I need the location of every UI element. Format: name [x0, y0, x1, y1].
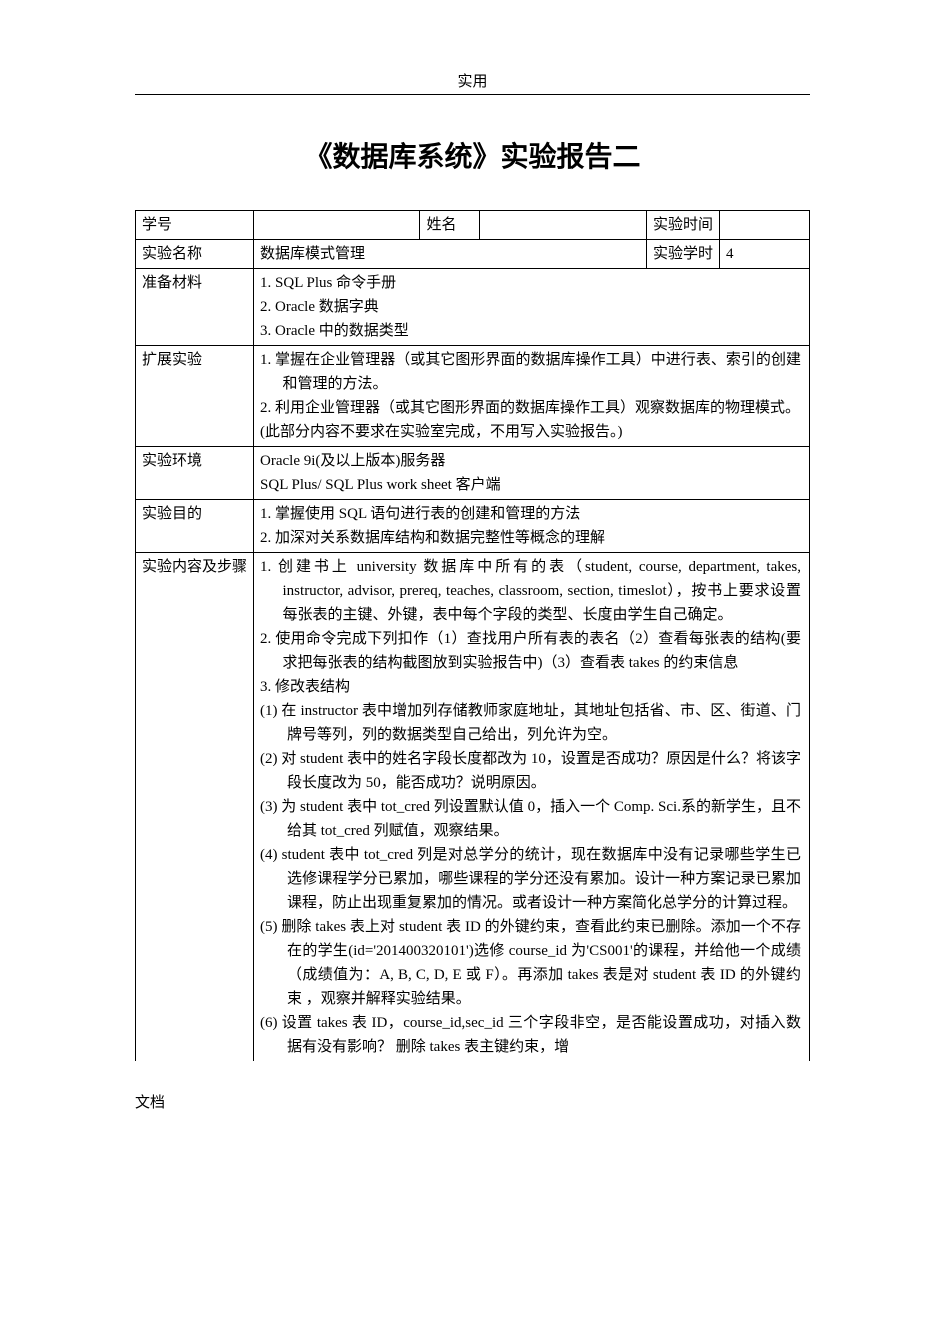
label-student-id: 学号: [136, 211, 254, 240]
value-time: [720, 211, 810, 240]
extended-line: 1. 掌握在企业管理器（或其它图形界面的数据库操作工具）中进行表、索引的创建和管…: [283, 348, 803, 396]
row-content: 实验内容及步骤 1. 创建书上 university 数据库中所有的表（stud…: [136, 553, 810, 1062]
row-extended: 扩展实验 1. 掌握在企业管理器（或其它图形界面的数据库操作工具）中进行表、索引…: [136, 346, 810, 447]
value-environment: Oracle 9i(及以上版本)服务器 SQL Plus/ SQL Plus w…: [254, 447, 810, 500]
content-subitem: (2) 对 student 表中的姓名字段长度都改为 10，设置是否成功？原因是…: [287, 747, 803, 795]
document-title: 《数据库系统》实验报告二: [135, 135, 810, 175]
value-hours: 4: [720, 240, 810, 269]
materials-item: 3. Oracle 中的数据类型: [260, 319, 803, 343]
label-content: 实验内容及步骤: [136, 553, 254, 1062]
purpose-item: 2. 加深对关系数据库结构和数据完整性等概念的理解: [260, 526, 803, 550]
page-header-underline: [135, 94, 810, 95]
value-content: 1. 创建书上 university 数据库中所有的表（student, cou…: [254, 553, 810, 1062]
content-item: 1. 创建书上 university 数据库中所有的表（student, cou…: [283, 555, 803, 627]
value-student-id: [254, 211, 420, 240]
content-item: 2. 使用命令完成下列扣作（1）查找用户所有表的表名（2）查看每张表的结构(要求…: [283, 627, 803, 675]
label-hours: 实验学时: [646, 240, 719, 269]
extended-line: 2. 利用企业管理器（或其它图形界面的数据库操作工具）观察数据库的物理模式。: [283, 396, 803, 420]
page-footer: 文档: [135, 1091, 810, 1112]
label-materials: 准备材料: [136, 269, 254, 346]
content-subitem: (3) 为 student 表中 tot_cred 列设置默认值 0，插入一个 …: [287, 795, 803, 843]
value-expname: 数据库模式管理: [254, 240, 647, 269]
value-extended: 1. 掌握在企业管理器（或其它图形界面的数据库操作工具）中进行表、索引的创建和管…: [254, 346, 810, 447]
label-time: 实验时间: [646, 211, 719, 240]
env-line: SQL Plus/ SQL Plus work sheet 客户端: [260, 473, 803, 497]
content-subitem: (4) student 表中 tot_cred 列是对总学分的统计，现在数据库中…: [287, 843, 803, 915]
content-subitem: (6) 设置 takes 表 ID，course_id,sec_id 三个字段非…: [287, 1011, 803, 1059]
label-purpose: 实验目的: [136, 500, 254, 553]
materials-item: 1. SQL Plus 命令手册: [260, 271, 803, 295]
label-extended: 扩展实验: [136, 346, 254, 447]
value-purpose: 1. 掌握使用 SQL 语句进行表的创建和管理的方法 2. 加深对关系数据库结构…: [254, 500, 810, 553]
label-name: 姓名: [420, 211, 480, 240]
row-student-info: 学号 姓名 实验时间: [136, 211, 810, 240]
purpose-item: 1. 掌握使用 SQL 语句进行表的创建和管理的方法: [260, 502, 803, 526]
label-expname: 实验名称: [136, 240, 254, 269]
label-environment: 实验环境: [136, 447, 254, 500]
value-name: [480, 211, 647, 240]
page-header-label: 实用: [135, 70, 810, 91]
env-line: Oracle 9i(及以上版本)服务器: [260, 449, 803, 473]
row-experiment-name: 实验名称 数据库模式管理 实验学时 4: [136, 240, 810, 269]
report-table: 学号 姓名 实验时间 实验名称 数据库模式管理 实验学时 4 准备材料 1. S…: [135, 210, 810, 1061]
row-purpose: 实验目的 1. 掌握使用 SQL 语句进行表的创建和管理的方法 2. 加深对关系…: [136, 500, 810, 553]
content-subitem: (5) 删除 takes 表上对 student 表 ID 的外键约束，查看此约…: [287, 915, 803, 1011]
row-environment: 实验环境 Oracle 9i(及以上版本)服务器 SQL Plus/ SQL P…: [136, 447, 810, 500]
materials-item: 2. Oracle 数据字典: [260, 295, 803, 319]
content-subitem: (1) 在 instructor 表中增加列存储教师家庭地址，其地址包括省、市、…: [287, 699, 803, 747]
value-materials: 1. SQL Plus 命令手册 2. Oracle 数据字典 3. Oracl…: [254, 269, 810, 346]
row-materials: 准备材料 1. SQL Plus 命令手册 2. Oracle 数据字典 3. …: [136, 269, 810, 346]
extended-line: (此部分内容不要求在实验室完成，不用写入实验报告。): [260, 420, 803, 444]
content-item: 3. 修改表结构: [283, 675, 803, 699]
